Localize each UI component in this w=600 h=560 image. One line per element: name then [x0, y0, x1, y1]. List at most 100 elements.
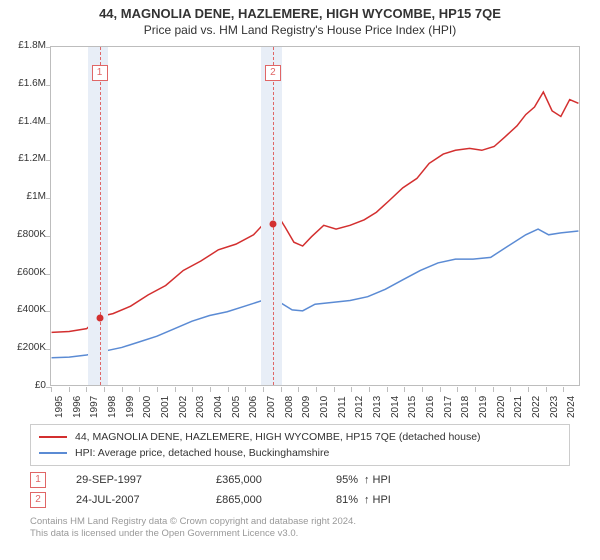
x-tick — [475, 387, 476, 392]
x-tick-label: 2011 — [337, 396, 348, 418]
x-tick — [175, 387, 176, 392]
sale-marker-dot — [96, 315, 103, 322]
x-tick — [192, 387, 193, 392]
sale-pct-value-2: 81% — [336, 494, 358, 506]
x-tick — [228, 387, 229, 392]
sale-callout-1: 1 — [30, 472, 46, 488]
y-tick-label: £200K — [2, 342, 46, 353]
y-tick-label: £800K — [2, 229, 46, 240]
sale-pct-2: 81% ↑ HPI — [336, 494, 391, 506]
y-tick-label: £1.2M — [2, 153, 46, 164]
sale-pct-value-1: 95% — [336, 474, 358, 486]
y-tick-label: £1.4M — [2, 116, 46, 127]
plot-area: 12 — [50, 46, 580, 386]
x-tick-label: 2015 — [407, 396, 418, 418]
x-tick — [69, 387, 70, 392]
x-tick-label: 2005 — [231, 396, 242, 418]
x-tick-label: 2008 — [284, 396, 295, 418]
x-tick-label: 2013 — [372, 396, 383, 418]
x-tick-label: 2021 — [513, 396, 524, 418]
y-tick-label: £400K — [2, 304, 46, 315]
x-tick — [546, 387, 547, 392]
x-tick-label: 2004 — [213, 396, 224, 418]
x-tick-label: 1997 — [89, 396, 100, 418]
x-tick — [457, 387, 458, 392]
x-tick-label: 2016 — [425, 396, 436, 418]
legend-label-property: 44, MAGNOLIA DENE, HAZLEMERE, HIGH WYCOM… — [75, 431, 481, 443]
x-tick-label: 2024 — [566, 396, 577, 418]
x-tick-label: 2014 — [390, 396, 401, 418]
shaded-band — [88, 47, 107, 385]
sale-price-2: £865,000 — [216, 494, 336, 506]
x-tick-label: 1995 — [54, 396, 65, 418]
y-tick — [46, 198, 51, 199]
x-tick — [404, 387, 405, 392]
legend-item-hpi: HPI: Average price, detached house, Buck… — [39, 445, 561, 461]
x-tick — [493, 387, 494, 392]
x-tick — [440, 387, 441, 392]
x-tick-label: 2001 — [160, 396, 171, 418]
x-tick — [563, 387, 564, 392]
x-tick — [298, 387, 299, 392]
x-tick-label: 2002 — [178, 396, 189, 418]
x-tick — [510, 387, 511, 392]
x-tick-label: 2012 — [354, 396, 365, 418]
legend-item-property: 44, MAGNOLIA DENE, HAZLEMERE, HIGH WYCOM… — [39, 429, 561, 445]
sale-rows: 1 29-SEP-1997 £365,000 95% ↑ HPI 2 24-JU… — [30, 470, 570, 510]
x-tick-label: 2000 — [142, 396, 153, 418]
x-tick-label: 1998 — [107, 396, 118, 418]
x-tick-label: 2003 — [195, 396, 206, 418]
x-tick-label: 2019 — [478, 396, 489, 418]
attribution-line1: Contains HM Land Registry data © Crown c… — [30, 516, 570, 528]
title-block: 44, MAGNOLIA DENE, HAZLEMERE, HIGH WYCOM… — [0, 0, 600, 37]
x-tick-label: 2020 — [496, 396, 507, 418]
sale-date-2: 24-JUL-2007 — [76, 494, 216, 506]
x-tick — [139, 387, 140, 392]
sale-vline — [100, 47, 101, 385]
y-tick — [46, 47, 51, 48]
sale-row-1: 1 29-SEP-1997 £365,000 95% ↑ HPI — [30, 470, 570, 490]
x-tick-label: 2022 — [531, 396, 542, 418]
series-property — [52, 92, 579, 332]
legend: 44, MAGNOLIA DENE, HAZLEMERE, HIGH WYCOM… — [30, 424, 570, 466]
x-tick-label: 2023 — [549, 396, 560, 418]
shaded-band — [261, 47, 282, 385]
legend-swatch-hpi — [39, 452, 67, 454]
attribution: Contains HM Land Registry data © Crown c… — [30, 516, 570, 541]
y-tick-label: £0 — [2, 380, 46, 391]
x-tick-label: 2009 — [301, 396, 312, 418]
sale-date-1: 29-SEP-1997 — [76, 474, 216, 486]
sale-pct-suffix-1: HPI — [373, 474, 391, 486]
arrow-up-icon: ↑ — [364, 494, 370, 506]
x-tick-label: 1996 — [72, 396, 83, 418]
chart-area: 12 £0£200K£400K£600K£800K£1M£1.2M£1.4M£1… — [0, 46, 600, 416]
y-tick-label: £1.6M — [2, 78, 46, 89]
x-tick-label: 1999 — [125, 396, 136, 418]
legend-label-hpi: HPI: Average price, detached house, Buck… — [75, 447, 329, 459]
x-tick-label: 2018 — [460, 396, 471, 418]
y-tick-label: £1M — [2, 191, 46, 202]
sale-price-1: £365,000 — [216, 474, 336, 486]
x-tick-label: 2006 — [248, 396, 259, 418]
x-tick — [316, 387, 317, 392]
sale-marker-dot — [269, 220, 276, 227]
x-tick-label: 2010 — [319, 396, 330, 418]
title-subtitle: Price paid vs. HM Land Registry's House … — [0, 23, 600, 37]
y-tick — [46, 85, 51, 86]
x-tick — [387, 387, 388, 392]
x-tick-label: 2007 — [266, 396, 277, 418]
x-tick-label: 2017 — [443, 396, 454, 418]
x-tick — [422, 387, 423, 392]
sale-row-2: 2 24-JUL-2007 £865,000 81% ↑ HPI — [30, 490, 570, 510]
chart-lines-svg — [51, 47, 579, 385]
x-tick — [210, 387, 211, 392]
sale-pct-1: 95% ↑ HPI — [336, 474, 391, 486]
x-tick — [104, 387, 105, 392]
chart-container: 44, MAGNOLIA DENE, HAZLEMERE, HIGH WYCOM… — [0, 0, 600, 560]
sale-callout-marker: 2 — [265, 65, 281, 81]
sale-callout-2: 2 — [30, 492, 46, 508]
series-hpi — [52, 229, 579, 358]
x-tick — [369, 387, 370, 392]
arrow-up-icon: ↑ — [364, 474, 370, 486]
title-address: 44, MAGNOLIA DENE, HAZLEMERE, HIGH WYCOM… — [0, 6, 600, 21]
